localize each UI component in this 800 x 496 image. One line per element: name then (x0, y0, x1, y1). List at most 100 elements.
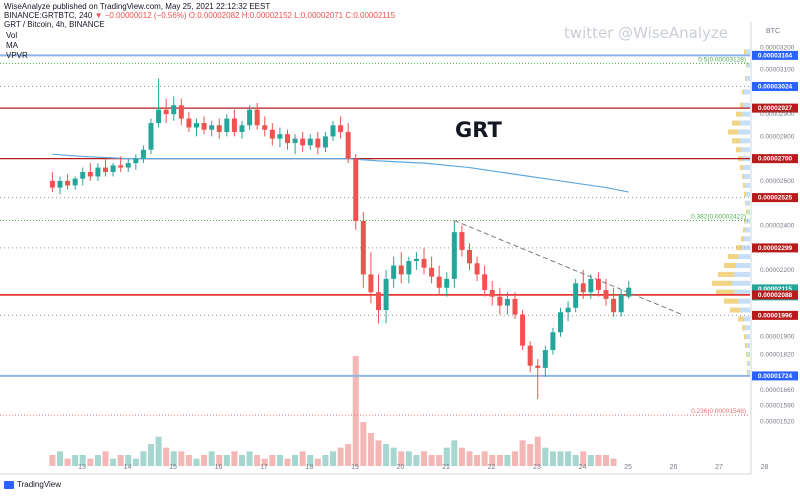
y-tick-label: 0.00002800 (760, 133, 795, 140)
volume-bar (49, 455, 56, 466)
price-tag-label: 0.00001996 (758, 312, 793, 319)
candle-body (527, 345, 533, 366)
vpvr-bar-total (746, 62, 750, 68)
vpvr-bar-total (732, 120, 750, 126)
volume-bar (201, 455, 208, 466)
volume-bar (87, 458, 94, 466)
x-tick-label: 22 (488, 464, 496, 471)
vpvr-bar-up (724, 298, 738, 304)
price-tag-label: 0.00002299 (758, 245, 793, 252)
volume-bar (360, 422, 367, 466)
volume-bars (49, 356, 617, 466)
candle-body (300, 138, 306, 146)
vpvr-bar-up (743, 227, 745, 233)
candle-body (626, 287, 632, 297)
candle-body (618, 294, 624, 313)
vpvr-bar-up (732, 120, 740, 126)
candle-body (216, 125, 222, 132)
candle-body (224, 118, 230, 132)
ma-line (52, 153, 629, 193)
x-tick-label: 26 (670, 464, 678, 471)
vpvr-bar-up (712, 280, 732, 286)
vpvr-bar-total (743, 182, 750, 188)
volume-bar (94, 455, 101, 466)
vpvr-bar-total (747, 369, 750, 375)
vpvr-bar-total (728, 129, 750, 135)
volume-bar (428, 455, 435, 466)
y-tick-label: 0.00001660 (760, 387, 795, 394)
y-tick-label: 0.00001900 (760, 334, 795, 341)
candle-body (436, 276, 442, 288)
x-tick-label: 21 (442, 464, 450, 471)
volume-bar (557, 451, 564, 466)
candle-body (118, 165, 124, 168)
fib-label: 0.382(0.00002422) (691, 214, 746, 221)
candle-body (595, 278, 601, 290)
x-tick-label: 23 (533, 464, 541, 471)
candle-body (269, 129, 275, 139)
indicator-vol[interactable]: Vol (6, 31, 18, 40)
candle-body (398, 265, 404, 275)
volume-bar (102, 451, 109, 466)
indicator-ma[interactable]: MA (6, 41, 18, 50)
y-tick-label: 0.00001520 (760, 418, 795, 425)
y-tick-label: 0.00003100 (760, 67, 795, 74)
candle-body (186, 118, 192, 128)
price-levels: 0.5(0.00003128) 0.382(0.00002422) 0.236(0.… (0, 54, 750, 416)
price-tag-label: 0.00002927 (758, 105, 793, 112)
volume-bar (276, 455, 283, 466)
volume-bar (155, 436, 162, 466)
y-tick-label: 0.00002400 (760, 222, 795, 229)
candle-body (163, 109, 169, 115)
y-tick-label: 0.00001590 (760, 403, 795, 410)
price-tag-label: 0.00001724 (758, 373, 793, 380)
volume-bar (595, 455, 602, 466)
vpvr-bar-up (747, 369, 748, 375)
vpvr-bar-total (744, 334, 750, 340)
candle-body (451, 232, 457, 279)
tradingview-logo[interactable]: TradingView (4, 480, 61, 489)
candle-body (413, 258, 419, 262)
candle-body (406, 261, 412, 275)
x-tick-label: 27 (715, 464, 723, 471)
candle-body (72, 178, 78, 186)
candle-body (178, 105, 184, 119)
vpvr-bar-total (742, 89, 750, 95)
candle-body (345, 131, 351, 159)
vpvr-bar-total (742, 325, 750, 331)
volume-bar (79, 455, 86, 466)
vpvr-bar-total (740, 165, 750, 171)
chart-title: GRT / Bitcoin, 4h, BINANCE (4, 20, 105, 29)
candle-body (338, 125, 344, 132)
volume-bar (512, 451, 518, 466)
volume-bar (117, 455, 124, 466)
y-tick-label: 0.00002200 (760, 267, 795, 274)
fib-label: 0.236(0.00001548) (691, 408, 746, 415)
volume-bar (314, 458, 321, 466)
currency-label: BTC (766, 28, 780, 35)
vpvr-bar-up (724, 263, 736, 269)
candle-body (103, 167, 108, 173)
vpvr-bar-up (736, 245, 742, 251)
vpvr-bar-up (742, 173, 744, 179)
candle-body (542, 350, 548, 368)
vpvr-bar-up (732, 138, 740, 144)
price-tag (752, 243, 798, 253)
volume-bar (178, 451, 185, 466)
indicator-vpvr[interactable]: VPVR (6, 51, 28, 60)
volume-bar (519, 440, 526, 466)
volume-bar (72, 455, 79, 466)
vpvr-bar-up (742, 325, 745, 331)
vpvr-bar-up (746, 62, 747, 68)
candle-body (239, 125, 245, 132)
price-tag (752, 310, 798, 320)
candle-body (467, 249, 472, 264)
volume-bar (193, 458, 200, 466)
candle-body (231, 118, 237, 132)
vpvr-bar-total (736, 147, 750, 153)
x-tick-label: 13 (78, 464, 86, 471)
candle-body (535, 365, 541, 368)
volume-bar (603, 455, 609, 466)
volume-bar (587, 455, 594, 466)
